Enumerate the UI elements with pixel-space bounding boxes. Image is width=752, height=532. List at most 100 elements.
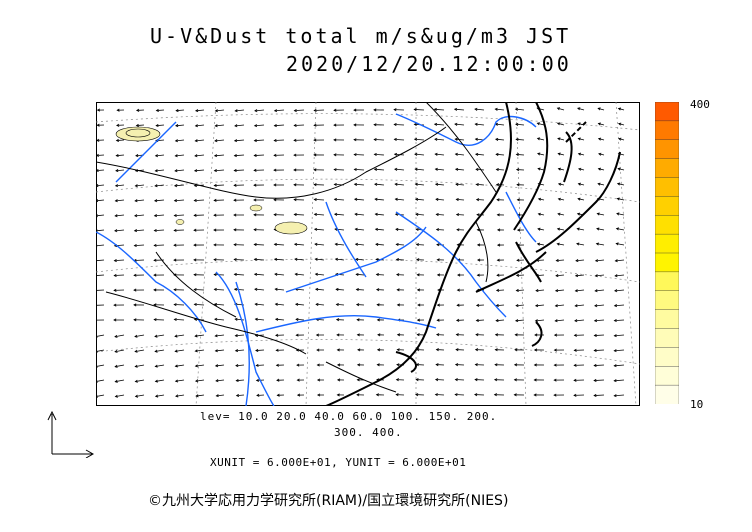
wind-arrow-head <box>96 364 98 368</box>
wind-arrow-head <box>436 243 440 247</box>
wind-arrow <box>574 319 585 322</box>
colorbar-swatch <box>655 309 679 330</box>
wind-arrow-head <box>553 378 557 382</box>
wind-arrow <box>537 153 545 156</box>
wind-arrow-head <box>435 197 439 201</box>
wind-arrow-head <box>113 318 117 322</box>
wind-arrow <box>274 258 285 261</box>
wind-arrow-head <box>134 334 138 338</box>
wind-arrow <box>215 364 225 367</box>
wind-arrow-head <box>114 214 118 218</box>
wind-arrow <box>354 168 365 171</box>
wind-arrow-head <box>115 169 119 173</box>
wind-arrow-head <box>173 184 178 188</box>
wind-arrow-head <box>476 243 481 247</box>
wind-arrow-head <box>474 393 478 397</box>
wind-arrow-head <box>113 303 117 307</box>
wind-arrow-head <box>454 152 458 156</box>
wind-arrow <box>416 244 425 246</box>
wind-arrow-head <box>153 318 157 322</box>
wind-arrow <box>375 228 385 231</box>
wind-arrow-head <box>273 138 277 142</box>
wind-arrow-head <box>474 348 479 352</box>
dust-plume-gobi <box>274 221 308 235</box>
wind-arrow-head <box>96 334 98 338</box>
wind-arrow <box>395 228 405 231</box>
wind-arrow <box>396 243 405 246</box>
wind-arrow-head <box>194 139 198 143</box>
wind-arrow-head <box>376 303 380 307</box>
wind-arrow-head <box>436 318 440 322</box>
wind-arrow <box>254 124 265 127</box>
wind-arrow-head <box>533 363 537 367</box>
wind-arrow-head <box>515 303 519 308</box>
wind-arrow-head <box>356 393 360 397</box>
wind-arrow-head <box>613 304 618 308</box>
wind-arrow-head <box>556 107 561 111</box>
wind-arrow-head <box>256 393 260 397</box>
wind-arrow-head <box>293 123 297 127</box>
wind-arrow-head <box>356 333 360 337</box>
wind-arrow <box>114 229 125 232</box>
wind-arrow-head <box>233 139 238 143</box>
wind-arrow <box>414 109 425 111</box>
map-frame <box>96 102 640 406</box>
wind-arrow-head <box>594 289 598 293</box>
wind-arrow <box>254 109 265 112</box>
wind-arrow-head <box>173 288 177 292</box>
wind-arrow-head <box>153 288 157 292</box>
colorbar-swatch <box>655 139 679 160</box>
wind-arrow-head <box>253 213 257 217</box>
wind-arrow-head <box>315 333 320 337</box>
wind-arrow-head <box>373 138 377 142</box>
wind-arrow-head <box>515 153 519 157</box>
wind-arrow-head <box>333 108 337 112</box>
wind-arrow <box>294 124 305 126</box>
wind-arrow <box>135 349 145 353</box>
wind-arrow <box>455 153 465 156</box>
wind-arrow <box>436 229 445 231</box>
wind-arrow-head <box>434 182 439 186</box>
wind-arrow <box>154 229 165 232</box>
wind-arrow-head <box>578 167 582 171</box>
wind-arrow <box>96 229 105 232</box>
wind-arrow-head <box>336 333 340 337</box>
wind-arrow-head <box>274 302 278 306</box>
wind-arrow-head <box>314 242 318 246</box>
wind-arrow-head <box>193 243 197 247</box>
wind-arrow-head <box>334 242 338 246</box>
wind-arrow <box>375 243 385 246</box>
wind-arrow-head <box>313 197 317 202</box>
wind-arrow <box>476 168 485 171</box>
wind-arrow-head <box>96 214 98 218</box>
wind-arrow-head <box>556 122 561 126</box>
wind-arrow-head <box>96 184 99 188</box>
wind-arrow <box>135 394 145 397</box>
wind-arrow-head <box>374 182 378 186</box>
wind-arrow-head <box>373 123 377 127</box>
wind-arrow-head <box>556 242 560 246</box>
wind-arrow-head <box>614 274 618 278</box>
wind-arrow <box>195 334 205 337</box>
colorbar-swatch <box>655 120 679 141</box>
wind-arrow-head <box>173 303 177 307</box>
wind-arrow <box>275 318 285 321</box>
wind-arrow-head <box>153 243 157 247</box>
wind-arrow <box>537 137 545 141</box>
wind-arrow-head <box>273 109 278 113</box>
wind-arrow <box>156 109 165 111</box>
wind-arrow <box>314 213 325 216</box>
wind-arrow <box>96 199 105 202</box>
wind-arrow-head <box>613 318 617 323</box>
wind-arrow-head <box>194 109 199 113</box>
wind-arrow-head <box>474 122 478 126</box>
wind-arrow-head <box>515 273 520 277</box>
wind-arrow-head <box>616 212 620 216</box>
wind-arrow-head <box>193 288 197 292</box>
wind-arrow <box>538 198 545 201</box>
wind-arrow <box>616 213 625 216</box>
wind-arrow-head <box>233 272 237 277</box>
wind-arrow-head <box>234 124 238 128</box>
wind-arrow-head <box>134 379 138 383</box>
wind-arrow-head <box>234 334 238 338</box>
